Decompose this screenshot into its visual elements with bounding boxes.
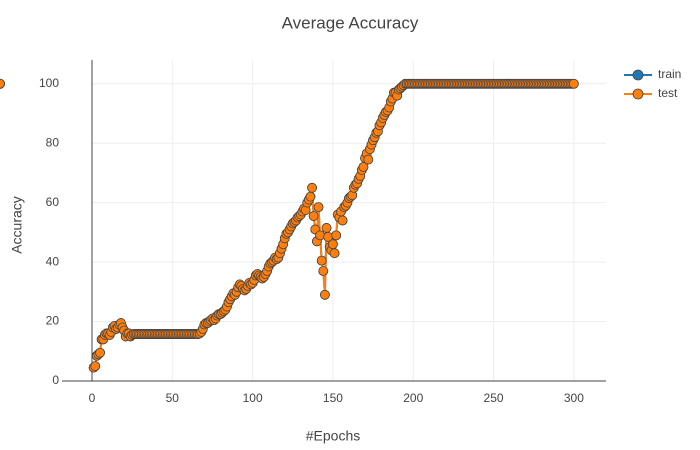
y-tick-label: 40 (46, 254, 60, 268)
series-line (92, 82, 574, 369)
point (313, 202, 324, 213)
x-tick-label: 100 (243, 391, 263, 405)
legend-label: train (658, 67, 681, 81)
point (329, 248, 340, 259)
legend-marker (632, 88, 644, 100)
y-tick-label: 100 (39, 76, 59, 90)
point (318, 266, 329, 276)
point (321, 223, 332, 233)
point (305, 191, 316, 202)
point (0, 78, 5, 89)
y-tick-label: 20 (46, 314, 60, 328)
point (90, 361, 101, 372)
point (337, 215, 348, 226)
point (315, 230, 325, 241)
y-axis-label: Accuracy (9, 196, 25, 254)
x-tick-label: 250 (484, 391, 504, 405)
point (316, 255, 327, 266)
x-tick-label: 0 (89, 391, 96, 405)
y-tick-label: 80 (46, 135, 60, 149)
legend-marker (632, 69, 644, 81)
x-tick-label: 150 (323, 391, 343, 405)
y-tick-label: 60 (46, 195, 60, 209)
series (0, 78, 579, 373)
x-axis-label: #Epochs (306, 428, 360, 444)
point (328, 239, 338, 250)
x-tick-label: 50 (166, 391, 180, 405)
series-line (92, 82, 574, 369)
point (320, 289, 330, 300)
point (363, 154, 374, 165)
point (308, 211, 319, 221)
x-tick-label: 300 (564, 391, 584, 405)
chart-title: Average Accuracy (282, 13, 419, 32)
point (95, 347, 105, 358)
point (331, 230, 342, 241)
x-tick-label: 200 (403, 391, 423, 405)
point (307, 182, 317, 193)
legend-label: test (658, 86, 678, 100)
y-tick-label: 0 (52, 373, 59, 387)
point (568, 78, 579, 89)
